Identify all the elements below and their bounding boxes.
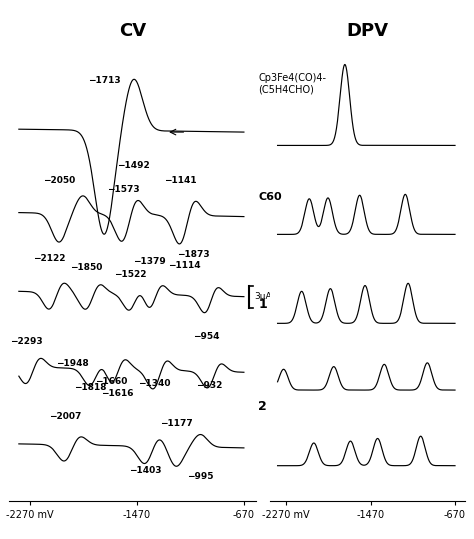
Text: −2122: −2122 — [33, 254, 66, 263]
Text: 2: 2 — [258, 400, 267, 413]
Text: −1522: −1522 — [113, 270, 146, 279]
Title: CV: CV — [119, 22, 146, 40]
Text: −1141: −1141 — [164, 176, 197, 185]
Text: −954: −954 — [192, 332, 219, 341]
Text: −932: −932 — [196, 381, 222, 390]
Title: DPV: DPV — [346, 22, 388, 40]
Text: −1573: −1573 — [107, 185, 139, 195]
Text: −1873: −1873 — [177, 250, 210, 259]
Text: −1818: −1818 — [74, 383, 106, 392]
Text: −1948: −1948 — [56, 359, 89, 368]
Text: 3μA: 3μA — [254, 292, 272, 301]
Text: C60: C60 — [258, 192, 282, 202]
Text: −1616: −1616 — [101, 389, 134, 398]
Text: −1713: −1713 — [88, 77, 120, 85]
Text: −1850: −1850 — [70, 263, 102, 272]
Text: −1340: −1340 — [138, 379, 171, 388]
Text: −2293: −2293 — [10, 336, 43, 345]
Text: −1492: −1492 — [118, 161, 150, 170]
Text: −1660: −1660 — [95, 377, 128, 386]
Text: Cp3Fe4(CO)4-
(C5H4CHO): Cp3Fe4(CO)4- (C5H4CHO) — [258, 73, 326, 94]
Text: −1403: −1403 — [129, 466, 162, 475]
Text: 1: 1 — [258, 298, 267, 311]
Text: −1114: −1114 — [168, 261, 201, 270]
Text: −2050: −2050 — [43, 176, 75, 185]
Text: −2007: −2007 — [49, 412, 81, 421]
Text: −1177: −1177 — [160, 419, 192, 428]
Text: −1379: −1379 — [133, 257, 165, 266]
Text: −995: −995 — [187, 472, 214, 481]
